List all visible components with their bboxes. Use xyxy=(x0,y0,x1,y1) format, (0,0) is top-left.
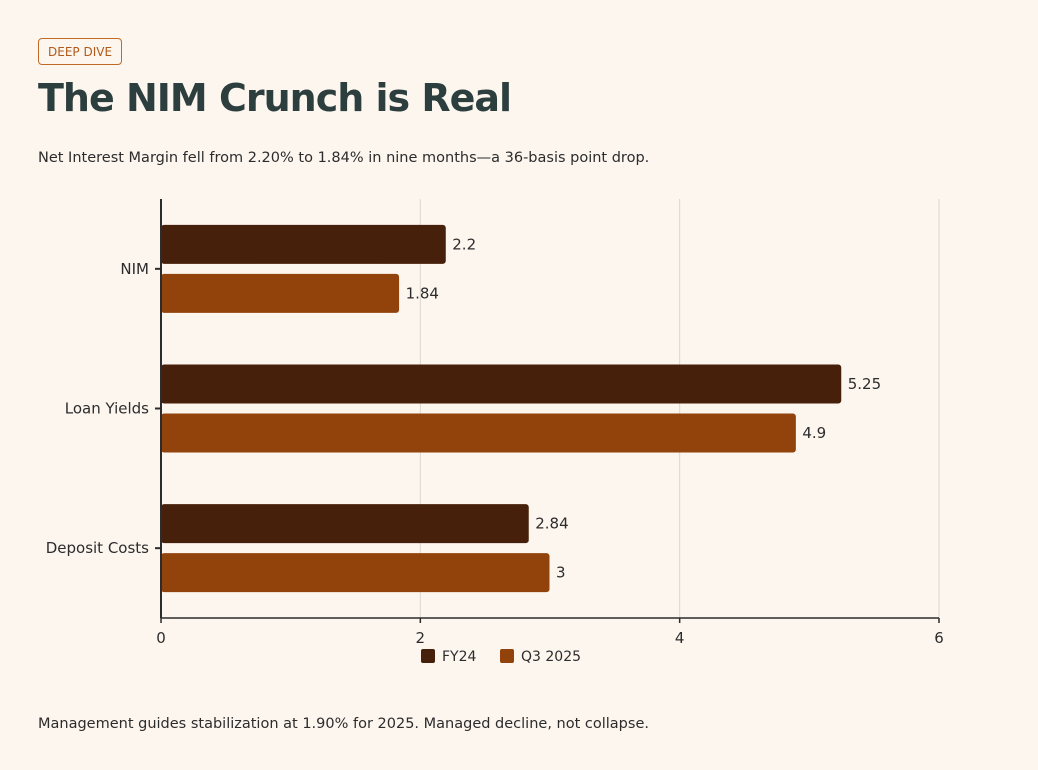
bar-value-label: 2.84 xyxy=(535,515,568,533)
bar-value-label: 4.9 xyxy=(802,424,826,442)
legend-label: Q3 2025 xyxy=(521,649,581,665)
bar-loan-yields-q3-2025 xyxy=(161,413,796,453)
deep-dive-badge: DEEP DIVE xyxy=(38,38,123,65)
nim-bar-chart: 2.2 1.84 5.25 4.9 2.84 3 0 2 4 6 NIM Loan Yields De… xyxy=(46,199,944,665)
axes: 0 2 4 6 NIM Loan Yields Deposit Costs xyxy=(46,199,944,647)
bar-value-label: 2.2 xyxy=(452,235,476,253)
x-tick-label: 0 xyxy=(156,629,166,647)
footer-note: Management guides stabilization at 1.90%… xyxy=(38,716,649,732)
x-tick-label: 4 xyxy=(675,629,685,647)
grid-lines xyxy=(419,199,940,618)
bar-value-label: 5.25 xyxy=(848,375,881,393)
y-category-label: NIM xyxy=(120,260,149,278)
bars: 2.2 1.84 5.25 4.9 2.84 3 xyxy=(161,224,881,593)
legend-label: FY24 xyxy=(442,649,477,665)
bar-value-label: 3 xyxy=(556,564,566,582)
bar-loan-yields-fy24 xyxy=(161,364,842,404)
page-subtitle: Net Interest Margin fell from 2.20% to 1… xyxy=(38,150,650,166)
y-category-label: Loan Yields xyxy=(65,400,149,418)
x-tick-label: 2 xyxy=(416,629,426,647)
page-title: The NIM Crunch is Real xyxy=(38,76,512,120)
bar-deposit-costs-fy24 xyxy=(161,504,529,544)
legend-swatch-fy24 xyxy=(421,649,435,663)
y-category-label: Deposit Costs xyxy=(46,539,149,557)
legend-swatch-q3-2025 xyxy=(500,649,514,663)
bar-nim-q3-2025 xyxy=(161,273,400,313)
x-tick-label: 6 xyxy=(934,629,944,647)
chart-legend: FY24 Q3 2025 xyxy=(421,649,581,665)
bar-nim-fy24 xyxy=(161,224,446,264)
bar-value-label: 1.84 xyxy=(406,284,439,302)
bar-deposit-costs-q3-2025 xyxy=(161,553,550,593)
